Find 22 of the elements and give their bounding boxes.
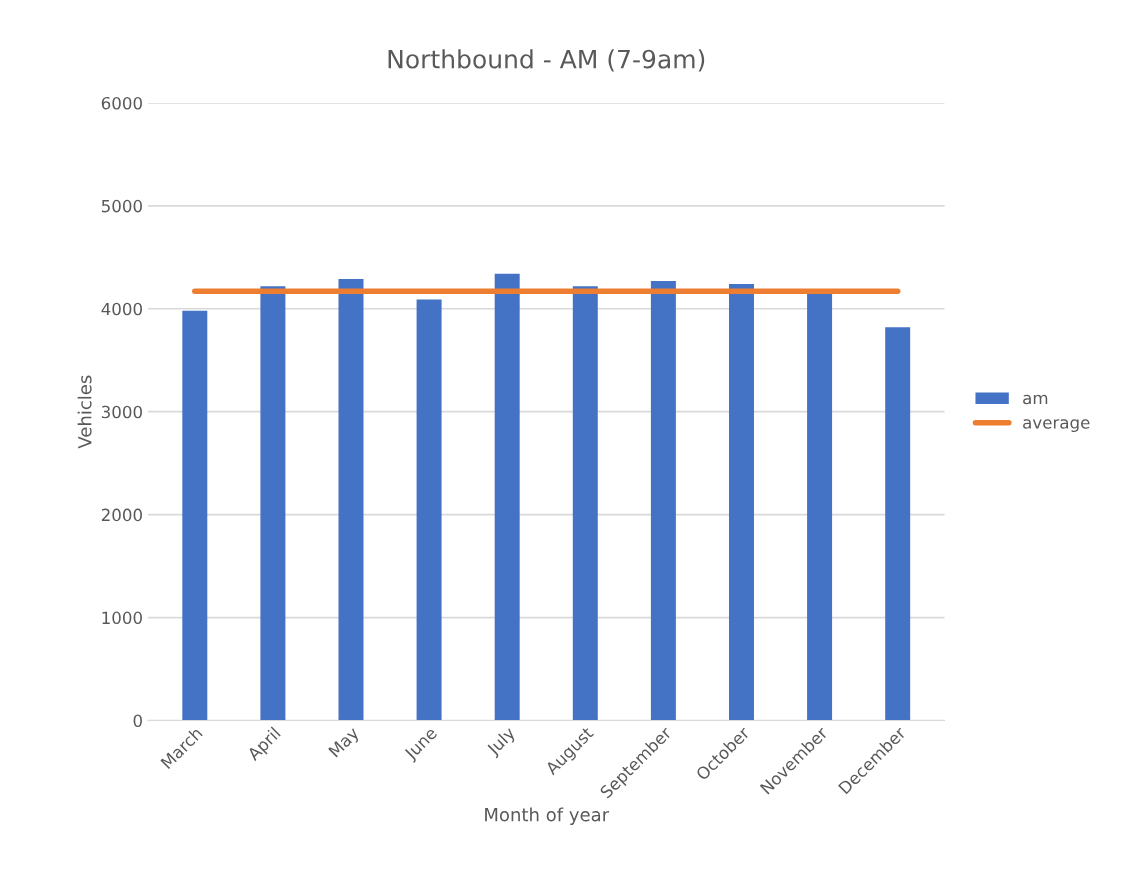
- y-tick-label: 3000: [101, 405, 142, 419]
- bar: [807, 292, 833, 721]
- y-tick-label: 1000: [102, 611, 142, 625]
- bar: [494, 273, 520, 721]
- bar: [572, 286, 598, 721]
- y-tick-label: 5000: [101, 199, 142, 213]
- bar: [260, 286, 286, 721]
- legend-label: average: [1023, 419, 1090, 432]
- bar: [885, 327, 911, 721]
- legend-label: am: [1023, 394, 1048, 405]
- bar: [182, 310, 208, 721]
- y-tick-label: 4000: [101, 302, 142, 316]
- bar: [728, 284, 754, 721]
- y-tick-label: 0: [133, 714, 142, 728]
- x-axis-title: Month of year: [485, 807, 610, 825]
- bar: [416, 299, 442, 721]
- y-tick-label: 2000: [101, 508, 142, 522]
- y-axis-title: Vehicles: [77, 375, 92, 449]
- bar: [650, 280, 676, 721]
- y-tick-label: 6000: [101, 96, 142, 110]
- bar: [338, 278, 364, 721]
- chart-title: Northbound - AM (7-9am): [388, 49, 705, 72]
